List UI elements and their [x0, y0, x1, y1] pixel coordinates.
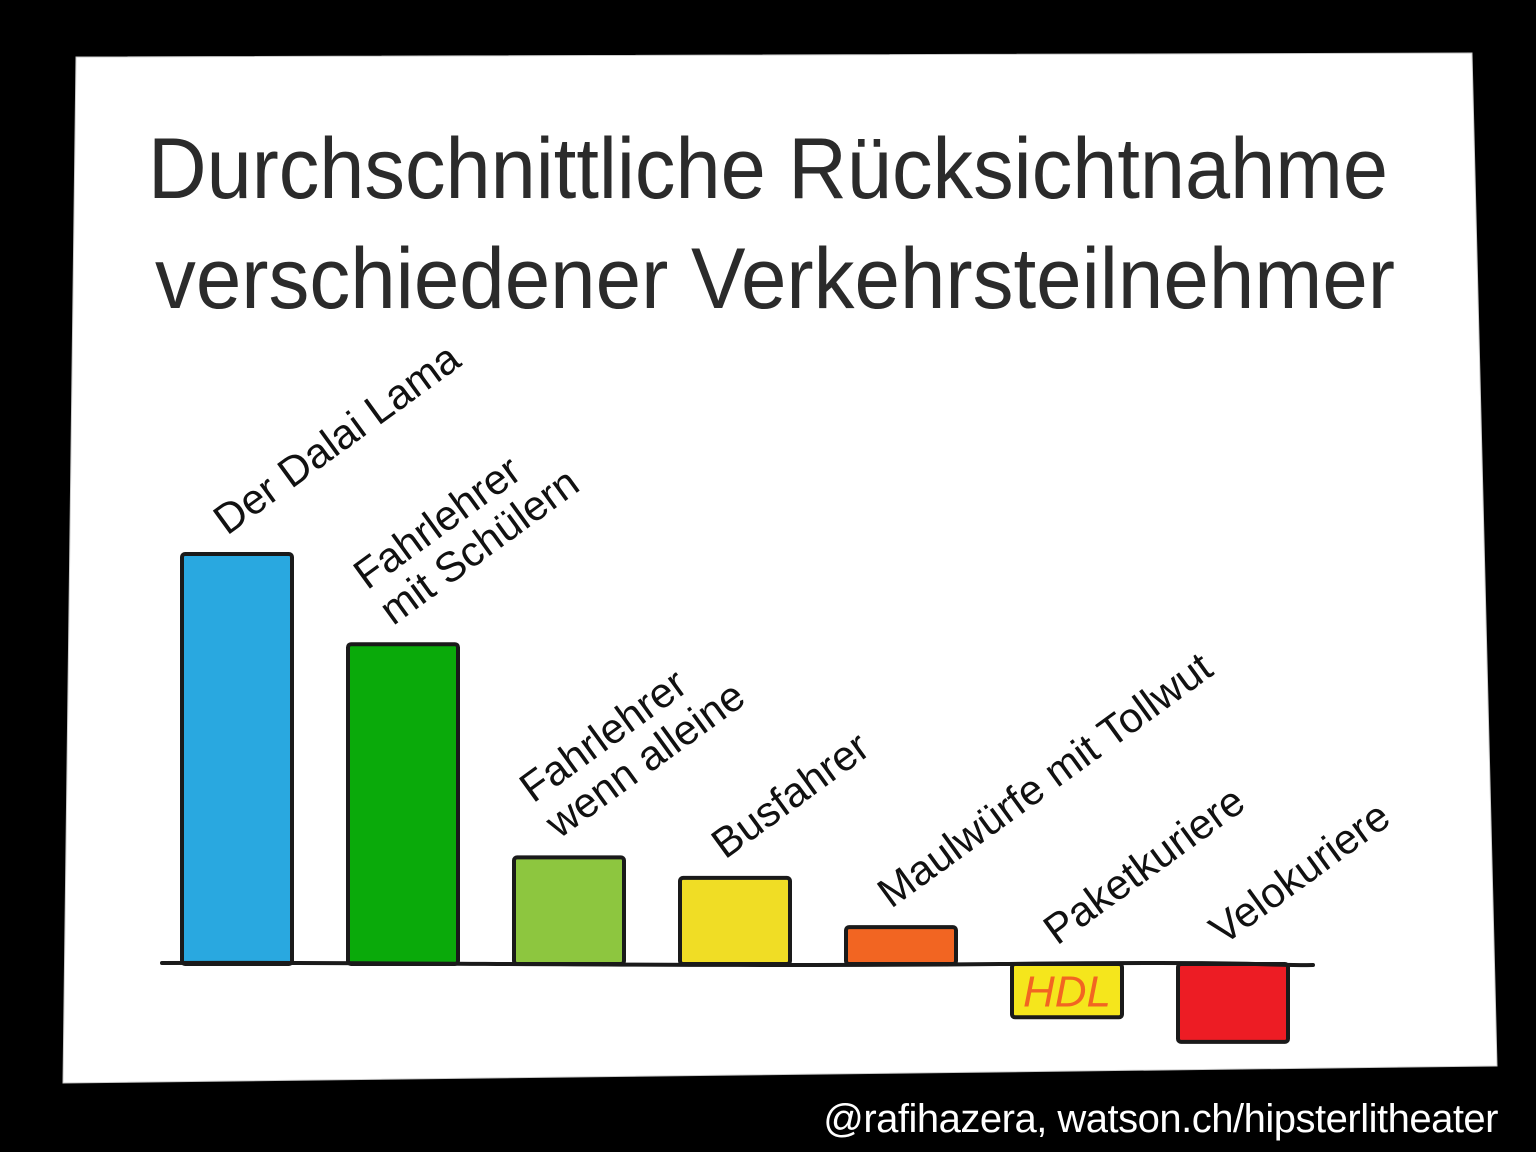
credit-text: @rafihazera, watson.ch/hipsterlitheater [823, 1097, 1498, 1141]
bar-4 [844, 925, 958, 966]
baseline [160, 960, 1315, 968]
chart-title-line-2: verschiedener Verkehrsteilnehmer [155, 231, 1395, 327]
bar-6 [1176, 962, 1290, 1044]
bar-2 [512, 855, 626, 967]
bars-group: HDL [180, 552, 1290, 1044]
bar-annotation-5: HDL [1023, 968, 1111, 1017]
bar-0 [180, 552, 294, 966]
bar-3 [678, 875, 792, 967]
bar-1 [346, 642, 460, 966]
chart-title-line-1: Durchschnittliche Rücksichtnahme [148, 121, 1388, 217]
